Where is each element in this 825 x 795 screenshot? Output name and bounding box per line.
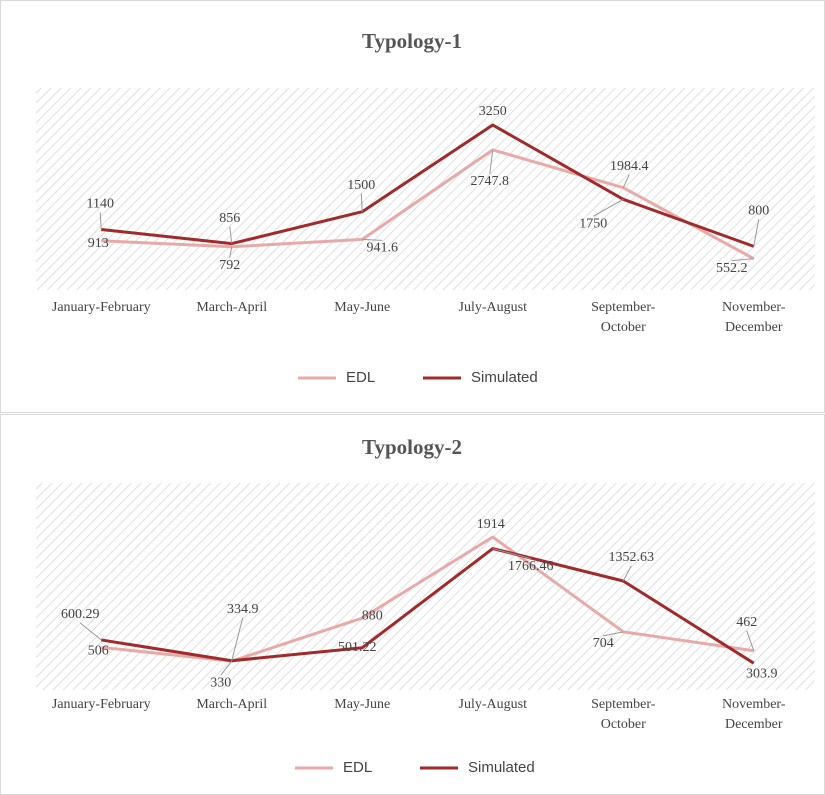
- x-tick-label: July-August: [458, 300, 527, 315]
- x-tick-label: November-December: [722, 697, 786, 732]
- leader-line: [492, 548, 531, 560]
- data-label: 941.6: [367, 241, 399, 256]
- leader-line: [489, 149, 494, 174]
- data-label: 330: [210, 675, 231, 690]
- leader-line: [593, 198, 624, 217]
- series-line: [101, 547, 755, 665]
- x-tick-label: January-February: [51, 300, 151, 315]
- data-label: 3250: [479, 104, 507, 119]
- data-label: 303.9: [746, 666, 778, 681]
- leader-line: [603, 631, 624, 637]
- leader-line: [622, 174, 630, 188]
- data-label: 1914: [477, 517, 505, 532]
- chart-title: Typology-2: [362, 435, 462, 459]
- data-label: 913: [88, 236, 109, 251]
- x-tick-label: November-December: [722, 300, 786, 335]
- leader-line: [360, 193, 363, 212]
- data-label: 506: [88, 644, 109, 659]
- data-label: 1140: [87, 197, 114, 212]
- data-label: 600.29: [61, 607, 100, 622]
- x-tick-label: March-April: [196, 300, 268, 315]
- leader-line: [362, 238, 383, 241]
- data-label: 1500: [347, 178, 375, 193]
- leader-line: [622, 565, 632, 582]
- x-tick-label: July-August: [458, 697, 527, 712]
- data-label: 1984.4: [610, 159, 649, 174]
- series-line: [101, 148, 755, 260]
- x-tick-label: March-April: [196, 697, 268, 712]
- data-label: 462: [736, 615, 757, 630]
- data-label: 704: [593, 636, 614, 651]
- x-tick-label: September-October: [591, 300, 656, 335]
- leader-line: [79, 622, 102, 641]
- plot-area: [36, 88, 815, 290]
- data-label: 856: [219, 211, 240, 226]
- leader-line: [229, 246, 233, 258]
- data-label: 800: [748, 204, 769, 219]
- legend-label: Simulated: [468, 759, 535, 776]
- x-tick-label: May-June: [334, 300, 391, 315]
- x-tick-label: September-October: [591, 697, 656, 732]
- chart-title: Typology-1: [362, 29, 462, 53]
- leader-line: [753, 219, 760, 247]
- x-tick-label: January-February: [51, 697, 151, 712]
- data-label: 334.9: [227, 602, 259, 617]
- leader-line: [231, 617, 244, 661]
- plot-area: [36, 483, 815, 690]
- data-label: 501.22: [338, 640, 377, 655]
- data-label: 1750: [579, 217, 607, 232]
- data-label: 792: [219, 258, 240, 273]
- series-line: [101, 535, 754, 663]
- data-label: 1352.63: [609, 550, 655, 565]
- data-label: 880: [362, 608, 383, 623]
- leader-line: [220, 660, 233, 676]
- legend-label: Simulated: [471, 369, 538, 386]
- leader-line: [731, 258, 754, 262]
- legend-label: EDL: [343, 759, 372, 776]
- data-label: 2747.8: [471, 174, 510, 189]
- series-line: [101, 123, 755, 248]
- leader-line: [746, 630, 755, 651]
- legend-label: EDL: [346, 369, 375, 386]
- data-label: 1766.46: [508, 559, 554, 574]
- leader-line: [99, 212, 102, 230]
- data-label: 552.2: [716, 261, 748, 276]
- x-tick-label: May-June: [334, 697, 391, 712]
- leader-line: [229, 226, 233, 244]
